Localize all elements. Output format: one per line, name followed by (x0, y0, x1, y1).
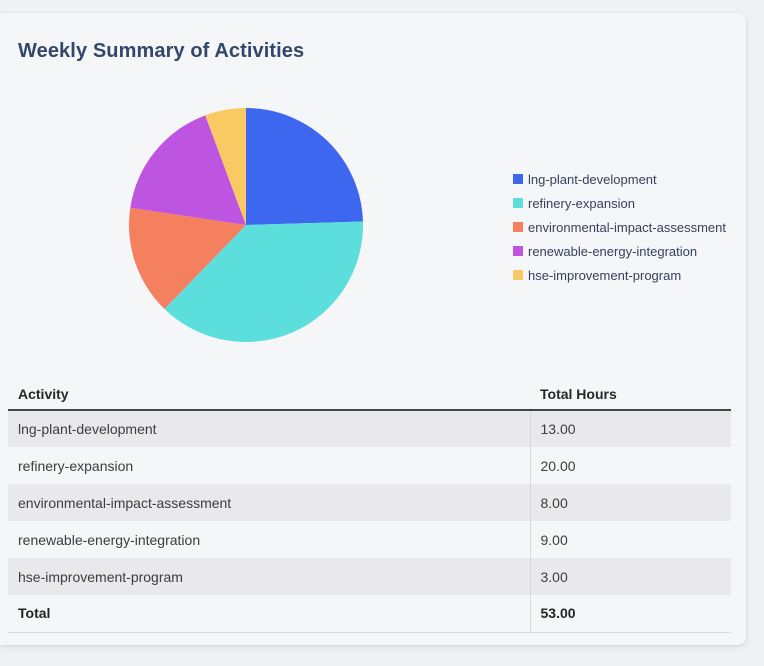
table-row: Total 53.00 (8, 595, 731, 633)
activity-cell: renewable-energy-integration (18, 531, 201, 548)
table-header: Activity Total Hours (8, 379, 731, 411)
activity-cell: environmental-impact-assessment (18, 494, 232, 511)
hours-cell: 20.00 (529, 447, 731, 484)
legend-item-renewable-energy-integration[interactable]: renewable-energy-integration (513, 239, 726, 263)
legend-label: renewable-energy-integration (528, 243, 698, 259)
chart-legend: lng-plant-development refinery-expansion e… (513, 167, 726, 287)
pie-slice-refinery-expansion[interactable] (164, 221, 364, 342)
hours-cell: 13.00 (529, 410, 731, 447)
total-hours-cell: 53.00 (529, 595, 731, 633)
legend-label: hse-improvement-program (528, 267, 682, 283)
pie-slice-environmental-impact-assessment[interactable] (129, 207, 246, 309)
table-row: renewable-energy-integration 9.00 (8, 521, 731, 558)
activity-cell: refinery-expansion (18, 457, 134, 474)
pie-slice-lng-plant-development[interactable] (246, 108, 363, 225)
pie-chart (129, 108, 363, 342)
summary-card: Weekly Summary of Activities lng-plant-d… (0, 13, 746, 645)
table-row: hse-improvement-program 3.00 (8, 558, 731, 595)
activity-cell: hse-improvement-program (18, 568, 183, 585)
column-header-activity: Activity (8, 379, 530, 411)
legend-label: lng-plant-development (528, 171, 657, 187)
table-header-row: Activity Total Hours (8, 379, 731, 411)
pie-slice-hse-improvement-program[interactable] (205, 108, 246, 225)
legend-item-environmental-impact-assessment[interactable]: environmental-impact-assessment (513, 215, 726, 239)
pie-slice-renewable-energy-integration[interactable] (130, 115, 246, 225)
legend-swatch (513, 198, 523, 208)
legend-swatch (513, 270, 523, 280)
table-row: environmental-impact-assessment 8.00 (8, 484, 731, 521)
legend-swatch (513, 222, 523, 232)
legend-item-lng-plant-development[interactable]: lng-plant-development (513, 167, 726, 191)
activity-cell: lng-plant-development (18, 421, 157, 437)
column-header-total-hours: Total Hours (530, 379, 731, 411)
table-body: lng-plant-development 13.00 refinery-expan… (8, 410, 731, 633)
legend-item-refinery-expansion[interactable]: refinery-expansion (513, 191, 726, 215)
legend-swatch (513, 174, 523, 184)
hours-cell: 9.00 (529, 521, 731, 558)
legend-item-hse-improvement-program[interactable]: hse-improvement-program (513, 263, 726, 287)
legend-swatch (513, 246, 523, 256)
table-row: refinery-expansion 20.00 (8, 447, 731, 484)
activity-table: Activity Total Hours lng-plant-developme… (8, 379, 731, 633)
hours-cell: 8.00 (529, 484, 731, 521)
legend-label: environmental-impact-assessment (528, 219, 726, 235)
hours-cell: 3.00 (529, 558, 731, 595)
total-label-cell: Total (8, 595, 530, 633)
page-title: Weekly Summary of Activities (18, 40, 305, 62)
legend-label: refinery-expansion (528, 195, 635, 211)
table-row: lng-plant-development 13.00 (8, 410, 731, 447)
